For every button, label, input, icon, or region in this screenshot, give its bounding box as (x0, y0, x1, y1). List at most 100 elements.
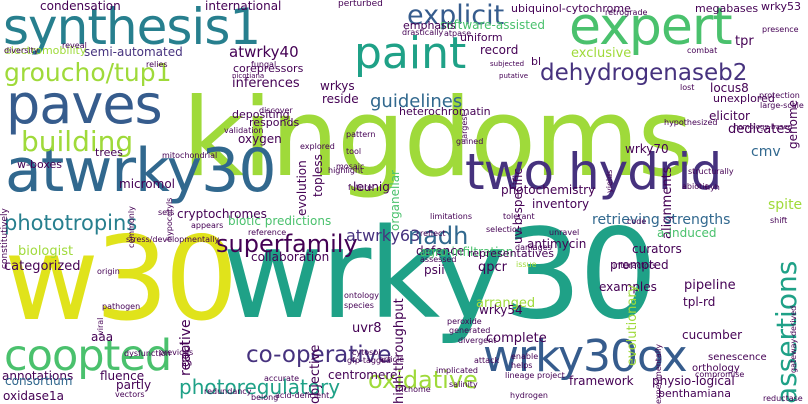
cloud-word: constitutively (0, 208, 10, 269)
cloud-word: lost (680, 83, 695, 92)
cloud-word: unravel (549, 228, 580, 237)
cloud-word: heterochromatin (399, 105, 491, 118)
cloud-word: organellar (388, 170, 402, 231)
cloud-word: dysfunction (124, 349, 171, 358)
cloud-word: accurate (264, 374, 300, 383)
cloud-word: exclusive (571, 46, 632, 61)
cloud-word: putative (499, 72, 529, 80)
cloud-word: discover (259, 106, 293, 115)
cloud-word: categorized (4, 259, 81, 274)
cloud-word: selection (486, 225, 522, 234)
cloud-word: subjected (490, 60, 525, 68)
cloud-word: software-assisted (440, 18, 546, 32)
cloud-word: vectors (115, 390, 145, 399)
cloud-word: atpase (444, 29, 472, 38)
cloud-word: large-scale (760, 101, 804, 110)
cloud-word: cryptochromes (177, 207, 267, 221)
cloud-word: pipeline (684, 278, 736, 293)
cloud-word: divergent (458, 336, 497, 345)
cloud-word: antimycin (527, 237, 587, 251)
cloud-word: two hydrid (465, 143, 722, 201)
cloud-word: oxidase1a (3, 389, 65, 403)
cloud-word: paint (354, 28, 467, 79)
cloud-word: retrieving strengths (592, 212, 731, 228)
cloud-word: belong (251, 393, 279, 402)
cloud-word: wrky30 (222, 203, 658, 347)
cloud-word: pathogen (102, 302, 141, 311)
cloud-word: photoregulatory (179, 375, 341, 399)
cloud-word: gained (456, 137, 484, 146)
cloud-word: hypocotyls (165, 197, 174, 241)
cloud-word: uvr8 (352, 321, 382, 336)
cloud-word: cytosol (352, 348, 381, 357)
cloud-word: dedicates (728, 122, 792, 137)
cloud-word: mosaic (336, 162, 365, 171)
cloud-word: annotations (2, 369, 74, 383)
cloud-word: arranged (476, 296, 536, 311)
cloud-word: uniform (460, 31, 503, 44)
cloud-word: wrky53 (761, 0, 802, 13)
cloud-word: pattern (346, 130, 376, 139)
cloud-word: diversity (4, 46, 39, 55)
cloud-word: aaa (91, 330, 114, 344)
cloud-word: validation (224, 126, 264, 135)
cloud-word: examples (599, 280, 657, 294)
cloud-word: reference (248, 228, 287, 237)
cloud-word: atwrky30 (5, 136, 276, 206)
cloud-word: elicitor (709, 109, 750, 123)
cloud-word: bl (531, 55, 542, 68)
cloud-word: qpcr (478, 260, 507, 275)
cloud-word: corepressors (233, 62, 304, 75)
cloud-word: largest (460, 113, 469, 141)
cloud-word: guidelines (370, 91, 463, 112)
cloud-word: psii (424, 263, 445, 277)
cloud-word: biologist (18, 244, 74, 259)
cloud-word: biotic predictions (228, 214, 332, 228)
cloud-word: protection (759, 91, 800, 100)
cloud-word: experimentally (654, 343, 663, 404)
cloud-word: acid-deficient (275, 391, 330, 400)
cloud-word: highlight (328, 166, 364, 175)
cloud-word: a-induced (657, 226, 717, 240)
cloud-word: topless (311, 154, 325, 197)
cloud-word: oxygen (238, 132, 282, 146)
cloud-word: tpl-rd (683, 295, 716, 309)
cloud-word: project (537, 371, 565, 380)
cloud-word: photochemistry (501, 183, 596, 197)
cloud-word: prompted (610, 258, 669, 272)
cloud-word: nadh (408, 222, 469, 250)
cloud-word: mitochondrial (162, 151, 218, 160)
cloud-word: wrkys (320, 79, 355, 93)
cloud-word: senescence (708, 352, 767, 363)
cloud-word: unexplored (713, 92, 775, 105)
cloud-word: sets (158, 208, 175, 217)
cloud-word: expert (569, 0, 733, 57)
cloud-word: phototropins (4, 211, 138, 235)
cloud-word: previous (159, 348, 194, 357)
cloud-word: reductase (763, 394, 803, 403)
cloud-word: homology-based (734, 123, 793, 131)
cloud-word: depositing (232, 108, 290, 121)
cloud-word: future (348, 183, 373, 192)
cloud-word: representatives (468, 247, 554, 260)
cloud-word: limitations (430, 212, 472, 221)
cloud-word: fluence (100, 369, 145, 383)
cloud-word: benthamiana (658, 387, 731, 400)
cloud-word: atwrky40 (229, 43, 299, 61)
cloud-word: dehydrogenaseb2 (540, 60, 748, 86)
cloud-word: reflect (420, 229, 446, 238)
cloud-word: retrograde (605, 8, 648, 17)
cloud-word: groucho/tup1 (4, 58, 172, 87)
cloud-word: relies (146, 60, 168, 69)
cloud-word: responds (249, 116, 300, 129)
cloud-word: locus8 (710, 81, 749, 95)
cloud-word: lineage (505, 371, 535, 380)
cloud-word: building (21, 125, 134, 158)
cloud-word: gfp-tagged (347, 356, 392, 365)
cloud-word: presence (762, 25, 799, 34)
cloud-word: implicated (436, 366, 478, 375)
cloud-word: megabases (695, 2, 759, 15)
cloud-word: atwrky63 (346, 226, 421, 245)
cloud-word: hypothesized (664, 118, 718, 127)
cloud-word: code (627, 217, 647, 226)
